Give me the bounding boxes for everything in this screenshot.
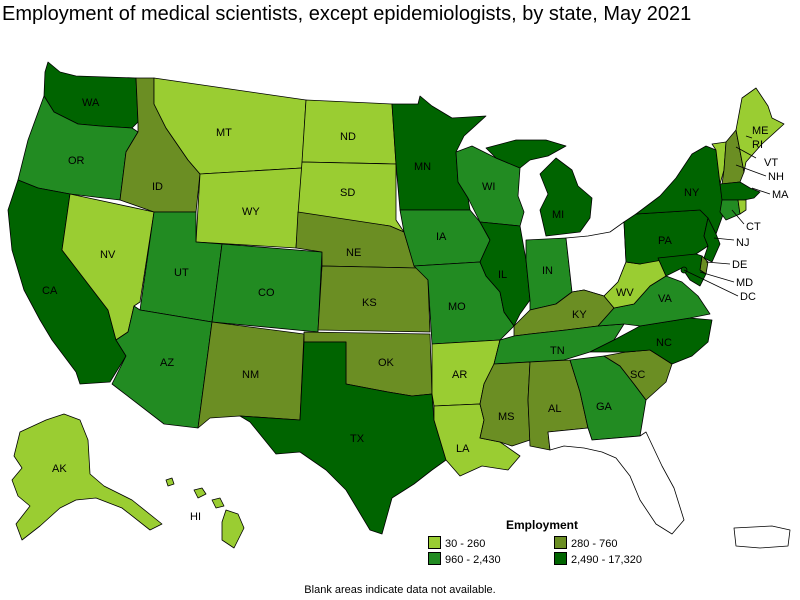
state-labels: WA OR CA NV ID MT WY UT AZ CO NM ND SD N…: [42, 97, 789, 523]
label-NM: NM: [242, 369, 259, 381]
label-CA: CA: [42, 285, 58, 297]
label-SD: SD: [340, 187, 355, 199]
legend-swatch: [554, 536, 567, 549]
state-IL[interactable]: [479, 221, 531, 327]
label-TN: TN: [550, 345, 565, 357]
label-KS: KS: [362, 297, 377, 309]
label-DC: DC: [740, 291, 756, 303]
state-CT[interactable]: [719, 199, 741, 221]
state-MD[interactable]: [657, 253, 707, 287]
state-KS[interactable]: [317, 265, 431, 333]
label-NY: NY: [684, 187, 700, 199]
label-MI: MI: [552, 209, 564, 221]
legend-item: 960 - 2,430: [428, 552, 501, 566]
label-CO: CO: [258, 287, 275, 299]
label-WV: WV: [616, 287, 634, 299]
state-MI[interactable]: [485, 139, 593, 237]
label-AR: AR: [452, 369, 467, 381]
legend-title: Employment: [506, 518, 579, 532]
label-LA: LA: [456, 443, 470, 455]
state-PR[interactable]: [733, 525, 791, 549]
state-TX[interactable]: [239, 341, 447, 535]
label-SC: SC: [630, 369, 645, 381]
state-VT[interactable]: [711, 141, 727, 185]
label-WA: WA: [82, 97, 100, 109]
label-NH: NH: [768, 171, 784, 183]
label-ID: ID: [152, 181, 163, 193]
label-ME: ME: [752, 125, 769, 137]
legend-label: 30 - 260: [445, 538, 486, 550]
label-RI: RI: [752, 139, 763, 151]
label-VA: VA: [658, 293, 673, 305]
label-VT: VT: [764, 157, 778, 169]
legend-swatch: [554, 552, 567, 565]
state-MA[interactable]: [719, 181, 761, 201]
label-DE: DE: [732, 259, 747, 271]
label-AZ: AZ: [160, 357, 174, 369]
legend: Employment 30 - 260 280 - 760 960 - 2,43…: [428, 518, 668, 578]
label-KY: KY: [572, 309, 587, 321]
state-NJ[interactable]: [703, 217, 721, 263]
label-WI: WI: [482, 181, 495, 193]
legend-label: 280 - 760: [571, 538, 618, 550]
label-IN: IN: [542, 265, 553, 277]
label-OK: OK: [378, 357, 395, 369]
label-MT: MT: [216, 127, 232, 139]
us-state-map: WA OR CA NV ID MT WY UT AZ CO NM ND SD N…: [7, 61, 791, 549]
label-MS: MS: [498, 411, 515, 423]
state-ME[interactable]: [735, 87, 785, 173]
label-AL: AL: [548, 403, 561, 415]
label-GA: GA: [596, 401, 613, 413]
label-WY: WY: [242, 206, 260, 218]
label-CT: CT: [746, 221, 761, 233]
label-MN: MN: [414, 161, 431, 173]
label-MD: MD: [736, 277, 753, 289]
map-title: Employment of medical scientists, except…: [2, 3, 692, 25]
label-TX: TX: [350, 433, 365, 445]
state-RI[interactable]: [737, 199, 747, 215]
legend-item: 2,490 - 17,320: [554, 552, 642, 566]
label-NE: NE: [346, 247, 361, 259]
label-IL: IL: [498, 269, 507, 281]
legend-swatch: [428, 536, 441, 549]
leader-lines: [683, 135, 771, 297]
state-NC[interactable]: [589, 317, 713, 365]
legend-item: 280 - 760: [554, 536, 617, 550]
legend-swatch: [428, 552, 441, 565]
label-ND: ND: [340, 131, 356, 143]
label-HI: HI: [190, 511, 201, 523]
label-IA: IA: [436, 231, 447, 243]
data-availability-note: Blank areas indicate data not available.: [304, 584, 496, 596]
legend-label: 2,490 - 17,320: [571, 554, 642, 566]
state-FL[interactable]: [547, 427, 685, 535]
label-OR: OR: [68, 155, 85, 167]
label-AK: AK: [52, 463, 67, 475]
state-AK[interactable]: [11, 413, 163, 541]
label-NJ: NJ: [736, 237, 749, 249]
label-NV: NV: [100, 249, 116, 261]
legend-label: 960 - 2,430: [445, 554, 501, 566]
legend-item: 30 - 260: [428, 536, 485, 550]
state-WI[interactable]: [455, 145, 525, 227]
state-HI[interactable]: [165, 477, 245, 549]
label-NC: NC: [656, 337, 672, 349]
label-UT: UT: [174, 267, 189, 279]
label-PA: PA: [658, 235, 673, 247]
label-MO: MO: [448, 301, 466, 313]
label-MA: MA: [772, 189, 789, 201]
